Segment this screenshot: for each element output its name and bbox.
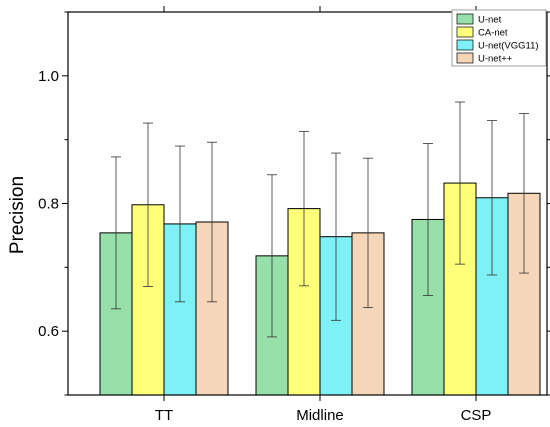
y-axis-label: Precision <box>7 176 28 254</box>
legend-label: U-net <box>478 15 502 26</box>
error-bar <box>519 113 529 274</box>
y-tick-label: 1.0 <box>38 68 59 85</box>
x-tick-label: Midline <box>296 407 344 424</box>
error-bar <box>455 101 465 265</box>
x-tick-label: CSP <box>461 407 492 424</box>
legend-label: CA-net <box>478 28 508 39</box>
error-bar <box>111 156 121 310</box>
y-ticks <box>62 11 550 396</box>
legend-swatch <box>456 52 474 64</box>
y-tick-label: 0.8 <box>38 196 59 213</box>
error-bar <box>487 120 497 276</box>
legend-label: U-net++ <box>478 54 513 65</box>
error-bar <box>207 141 217 303</box>
error-bar <box>175 145 185 303</box>
y-tick-label: 0.6 <box>38 323 59 340</box>
legend-swatch <box>456 39 474 51</box>
bars-layer <box>99 182 541 396</box>
error-bars-layer <box>111 101 529 338</box>
x-tick-label: TT <box>155 407 173 424</box>
axes-layer: 0.6 0.8 1.0 TT Midline CSP <box>38 6 550 424</box>
legend: U-net CA-net U-net(VGG11) U-net++ <box>451 9 547 67</box>
error-bar <box>363 157 373 308</box>
legend-swatch <box>456 26 474 38</box>
error-bar <box>267 174 277 338</box>
error-bar <box>143 122 153 287</box>
error-bar <box>423 143 433 296</box>
legend-label: U-net(VGG11) <box>478 41 539 52</box>
error-bar <box>331 152 341 321</box>
error-bar <box>299 130 309 287</box>
legend-swatch <box>456 13 474 25</box>
